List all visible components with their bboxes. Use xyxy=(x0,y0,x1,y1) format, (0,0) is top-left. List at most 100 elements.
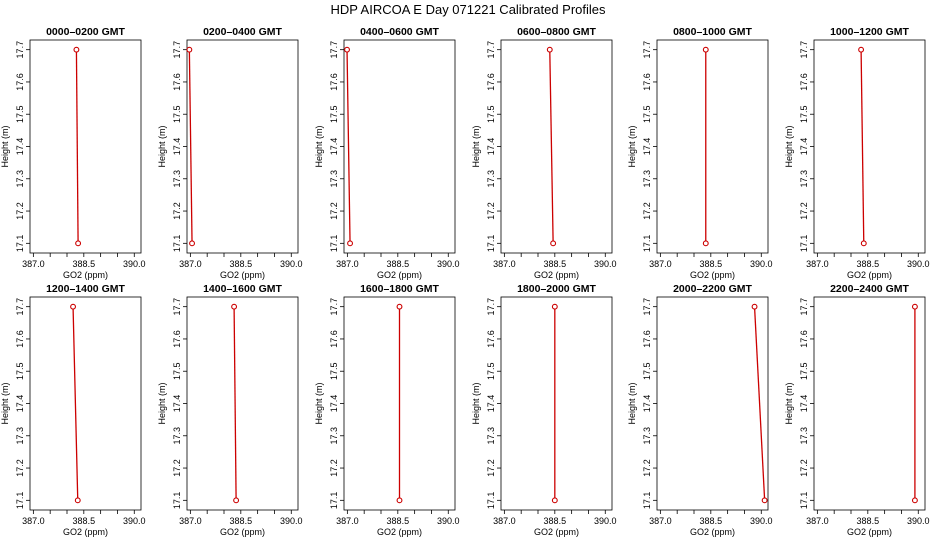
y-tick-label: 17.6 xyxy=(799,73,809,91)
y-tick-label: 17.1 xyxy=(799,492,809,510)
y-tick-label: 17.5 xyxy=(15,362,25,380)
y-axis-label: Height (m) xyxy=(0,382,10,424)
x-tick-label: 390.0 xyxy=(907,259,930,269)
y-axis-label: Height (m) xyxy=(471,382,481,424)
y-tick-label: 17.7 xyxy=(642,41,652,59)
panel-1: 0000–0200 GMT 387.0 388.5 390.0 GO2 (ppm) 17.… xyxy=(0,26,146,280)
panel-title: 0200–0400 GMT xyxy=(203,26,282,38)
y-tick-label: 17.2 xyxy=(642,459,652,477)
profile-line xyxy=(753,306,766,501)
x-tick-label: 387.0 xyxy=(336,259,359,269)
x-tick-label: 388.5 xyxy=(857,259,880,269)
x-tick-label: 388.5 xyxy=(387,516,410,526)
x-axis-label: GO2 (ppm) xyxy=(220,527,265,537)
panel-12: 2200–2400 GMT 387.0 388.5 390.0 GO2 (ppm) 17.… xyxy=(784,283,930,537)
x-tick-label: 388.5 xyxy=(387,259,410,269)
y-tick-label: 17.6 xyxy=(642,330,652,348)
y-tick-label: 17.4 xyxy=(329,138,339,156)
y-tick-label: 17.1 xyxy=(172,235,182,253)
y-tick-label: 17.3 xyxy=(642,427,652,445)
y-tick-label: 17.6 xyxy=(329,73,339,91)
x-tick-label: 388.5 xyxy=(857,516,880,526)
data-point xyxy=(911,497,918,504)
data-point xyxy=(860,240,867,247)
data-point xyxy=(74,497,81,504)
y-tick-label: 17.2 xyxy=(15,459,25,477)
panel-title: 1600–1800 GMT xyxy=(360,283,439,295)
data-point xyxy=(751,303,758,310)
y-tick-label: 17.4 xyxy=(172,395,182,413)
x-axis-label: GO2 (ppm) xyxy=(690,527,735,537)
y-tick-label: 17.4 xyxy=(329,395,339,413)
y-tick-label: 17.4 xyxy=(486,138,496,156)
y-tick-label: 17.5 xyxy=(172,105,182,123)
x-tick-label: 388.5 xyxy=(73,259,96,269)
profile-line xyxy=(346,49,351,244)
y-tick-label: 17.6 xyxy=(329,330,339,348)
y-tick-label: 17.7 xyxy=(172,298,182,316)
panel-title: 1000–1200 GMT xyxy=(830,26,909,38)
y-tick-label: 17.2 xyxy=(642,202,652,220)
x-tick-label: 388.5 xyxy=(230,259,253,269)
data-point xyxy=(396,497,403,504)
y-tick-label: 17.3 xyxy=(15,427,25,445)
y-tick-label: 17.1 xyxy=(172,492,182,510)
y-tick-label: 17.4 xyxy=(799,138,809,156)
profile-line xyxy=(72,306,79,501)
x-axis-label: GO2 (ppm) xyxy=(534,270,579,280)
y-tick-label: 17.6 xyxy=(486,330,496,348)
x-tick-label: 388.5 xyxy=(700,259,723,269)
y-tick-label: 17.4 xyxy=(15,138,25,156)
y-axis-label: Height (m) xyxy=(784,382,794,424)
data-point xyxy=(189,240,195,247)
figure-title: HDP AIRCOA E Day 071221 Calibrated Profi… xyxy=(330,2,606,17)
plot-frame xyxy=(29,296,142,511)
panel-title: 0400–0600 GMT xyxy=(360,26,439,38)
panel-11: 2000–2200 GMT 387.0 388.5 390.0 GO2 (ppm) 17.… xyxy=(627,283,773,537)
x-tick-label: 390.0 xyxy=(280,516,303,526)
data-point xyxy=(396,303,403,310)
x-tick-label: 387.0 xyxy=(179,259,202,269)
x-tick-label: 387.0 xyxy=(336,516,359,526)
plot-frame xyxy=(500,296,613,511)
data-point xyxy=(858,46,865,53)
x-tick-label: 390.0 xyxy=(123,516,146,526)
y-tick-label: 17.5 xyxy=(799,362,809,380)
panel-9: 1600–1800 GMT 387.0 388.5 390.0 GO2 (ppm) 17.… xyxy=(314,283,460,537)
y-tick-label: 17.5 xyxy=(799,105,809,123)
panel-title: 2000–2200 GMT xyxy=(673,283,752,295)
y-tick-label: 17.2 xyxy=(329,459,339,477)
y-tick-label: 17.7 xyxy=(329,298,339,316)
y-tick-label: 17.5 xyxy=(642,362,652,380)
y-tick-label: 17.7 xyxy=(15,298,25,316)
y-tick-label: 17.3 xyxy=(172,170,182,188)
x-axis-label: GO2 (ppm) xyxy=(534,527,579,537)
y-tick-label: 17.5 xyxy=(15,105,25,123)
x-tick-label: 387.0 xyxy=(22,259,45,269)
x-tick-label: 388.5 xyxy=(230,516,253,526)
y-tick-label: 17.6 xyxy=(172,73,182,91)
y-tick-label: 17.2 xyxy=(799,202,809,220)
y-tick-label: 17.5 xyxy=(329,362,339,380)
y-tick-label: 17.7 xyxy=(329,41,339,59)
y-tick-label: 17.3 xyxy=(329,170,339,188)
y-tick-label: 17.1 xyxy=(642,492,652,510)
panel-2: 0200–0400 GMT 387.0 388.5 390.0 GO2 (ppm) 17.… xyxy=(157,26,303,280)
data-point xyxy=(347,240,354,247)
y-axis-label: Height (m) xyxy=(784,125,794,167)
y-tick-label: 17.2 xyxy=(486,459,496,477)
y-axis-label: Height (m) xyxy=(157,382,167,424)
y-axis-label: Height (m) xyxy=(471,125,481,167)
y-tick-label: 17.2 xyxy=(15,202,25,220)
data-point xyxy=(73,46,80,53)
y-tick-label: 17.4 xyxy=(15,395,25,413)
data-point xyxy=(344,46,350,53)
y-axis-label: Height (m) xyxy=(157,125,167,167)
x-tick-label: 390.0 xyxy=(280,259,303,269)
x-tick-label: 390.0 xyxy=(123,259,146,269)
y-tick-label: 17.7 xyxy=(799,41,809,59)
y-tick-label: 17.1 xyxy=(329,235,339,253)
x-tick-label: 387.0 xyxy=(806,516,829,526)
y-tick-label: 17.1 xyxy=(15,492,25,510)
